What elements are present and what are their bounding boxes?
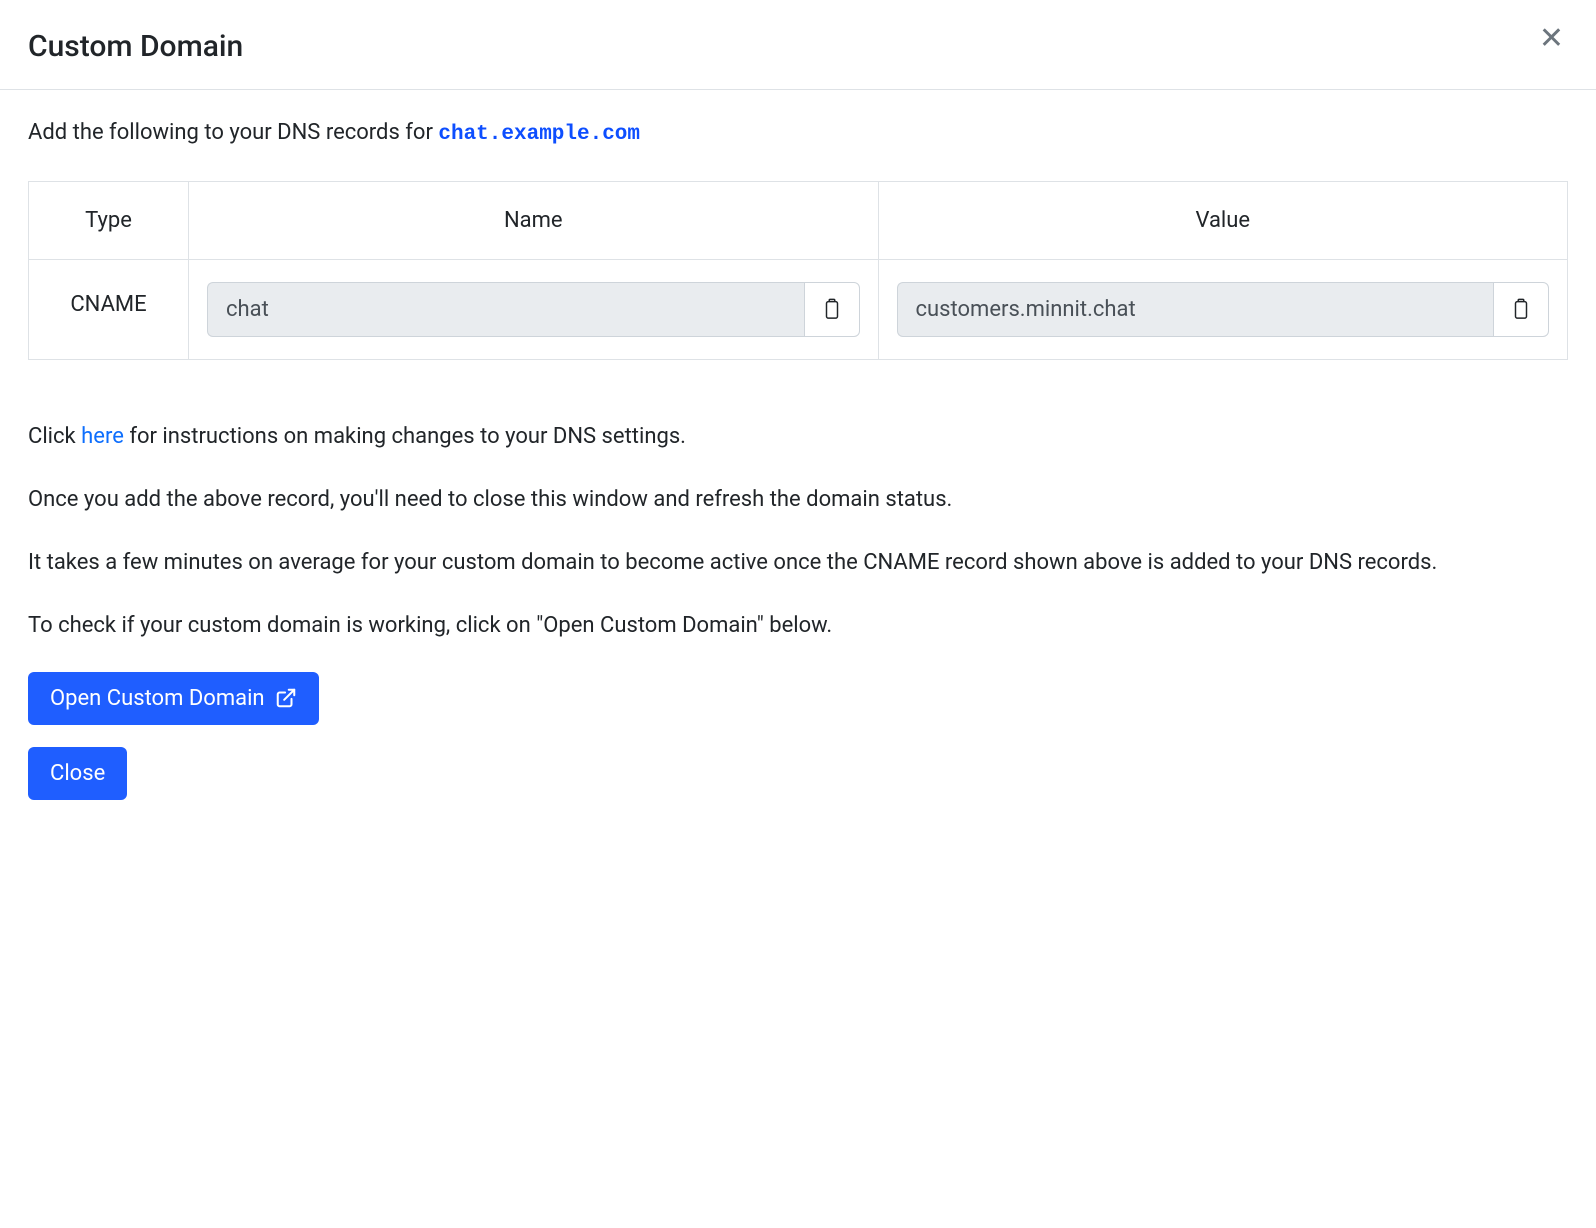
col-value: Value xyxy=(878,181,1568,259)
col-name: Name xyxy=(189,181,879,259)
close-icon[interactable]: ✕ xyxy=(1535,24,1568,54)
click-prefix: Click xyxy=(28,424,81,449)
clipboard-icon xyxy=(1510,296,1532,322)
open-button-row: Open Custom Domain xyxy=(28,672,1568,725)
intro-prefix: Add the following to your DNS records fo… xyxy=(28,120,438,145)
name-input-group xyxy=(207,282,860,337)
refresh-note: Once you add the above record, you'll ne… xyxy=(28,483,1568,516)
domain-code: chat.example.com xyxy=(438,123,640,146)
table-row: CNAME xyxy=(29,259,1568,359)
check-note: To check if your custom domain is workin… xyxy=(28,609,1568,642)
record-type-cell: CNAME xyxy=(29,259,189,359)
close-button-label: Close xyxy=(50,761,105,786)
table-header-row: Type Name Value xyxy=(29,181,1568,259)
copy-value-button[interactable] xyxy=(1493,282,1549,337)
instructions-line: Click here for instructions on making ch… xyxy=(28,420,1568,453)
click-suffix: for instructions on making changes to yo… xyxy=(124,424,686,449)
modal-body: Add the following to your DNS records fo… xyxy=(0,90,1596,850)
intro-text: Add the following to your DNS records fo… xyxy=(28,116,1568,151)
record-value-input[interactable] xyxy=(897,282,1494,337)
col-type: Type xyxy=(29,181,189,259)
open-button-label: Open Custom Domain xyxy=(50,686,265,711)
record-name-cell xyxy=(189,259,879,359)
copy-name-button[interactable] xyxy=(804,282,860,337)
record-name-input[interactable] xyxy=(207,282,804,337)
close-button[interactable]: Close xyxy=(28,747,127,800)
timing-note: It takes a few minutes on average for yo… xyxy=(28,546,1568,579)
record-value-cell xyxy=(878,259,1568,359)
custom-domain-modal: Custom Domain ✕ Add the following to you… xyxy=(0,0,1596,850)
instructions-link[interactable]: here xyxy=(81,424,124,449)
close-button-row: Close xyxy=(28,747,1568,800)
modal-title: Custom Domain xyxy=(28,24,243,69)
modal-header: Custom Domain ✕ xyxy=(0,0,1596,90)
open-custom-domain-button[interactable]: Open Custom Domain xyxy=(28,672,319,725)
external-link-icon xyxy=(275,687,297,709)
value-input-group xyxy=(897,282,1550,337)
clipboard-icon xyxy=(821,296,843,322)
dns-records-table: Type Name Value CNAME xyxy=(28,181,1568,360)
